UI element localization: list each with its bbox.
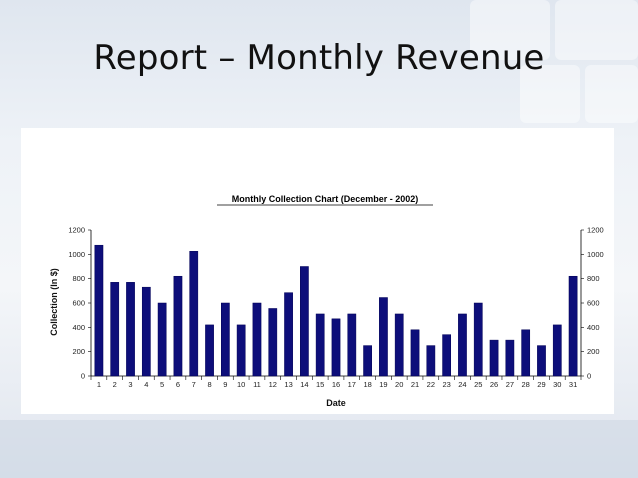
bar [205, 324, 214, 377]
bar [331, 318, 341, 377]
y-tick-label-right: 800 [587, 274, 600, 283]
x-tick-label: 14 [300, 380, 308, 389]
x-tick-label: 9 [223, 380, 227, 389]
y-axis-label: Collection (In $) [49, 268, 59, 336]
x-tick-label: 30 [553, 380, 561, 389]
bar [220, 302, 230, 377]
bar [410, 329, 420, 377]
bar [236, 324, 246, 377]
x-tick-label: 7 [192, 380, 196, 389]
x-tick-label: 5 [160, 380, 164, 389]
y-tick-label-left: 800 [72, 274, 85, 283]
background-tile [585, 65, 638, 123]
bar [537, 345, 546, 377]
x-axis-label: Date [326, 398, 346, 408]
bar [268, 308, 278, 377]
bar [521, 329, 531, 377]
x-tick-label: 3 [128, 380, 132, 389]
bar [94, 244, 104, 377]
bar [552, 324, 562, 377]
y-tick-label-right: 600 [587, 299, 600, 308]
background-tile [520, 65, 580, 123]
x-tick-label: 27 [506, 380, 514, 389]
x-tick-label: 18 [363, 380, 371, 389]
x-tick-label: 25 [474, 380, 482, 389]
chart-title: Monthly Collection Chart (December - 200… [232, 194, 419, 204]
x-tick-label: 29 [537, 380, 545, 389]
x-tick-label: 31 [569, 380, 577, 389]
x-tick-label: 4 [144, 380, 148, 389]
x-tick-label: 28 [522, 380, 530, 389]
bar [315, 313, 325, 377]
bar [442, 334, 452, 377]
bar [126, 282, 135, 377]
x-tick-label: 12 [269, 380, 277, 389]
x-tick-label: 8 [207, 380, 211, 389]
bar [568, 275, 578, 377]
bar [426, 345, 436, 377]
x-tick-label: 26 [490, 380, 498, 389]
bar [300, 266, 309, 377]
slide-title: Report – Monthly Revenue [93, 38, 545, 78]
y-tick-label-right: 200 [587, 347, 600, 356]
x-tick-label: 22 [427, 380, 435, 389]
bar-chart: Monthly Collection Chart (December - 200… [49, 194, 604, 408]
x-tick-label: 20 [395, 380, 403, 389]
x-tick-label: 10 [237, 380, 245, 389]
x-tick-label: 15 [316, 380, 324, 389]
x-tick-label: 6 [176, 380, 180, 389]
bar [284, 292, 293, 377]
y-tick-label-left: 1200 [68, 226, 85, 235]
bar [458, 313, 467, 377]
background-tile [555, 0, 638, 60]
x-tick-label: 1 [97, 380, 101, 389]
x-tick-label: 23 [442, 380, 450, 389]
x-tick-label: 13 [284, 380, 292, 389]
y-tick-label-right: 400 [587, 323, 600, 332]
bar [363, 345, 372, 377]
bar [252, 302, 262, 377]
chart-panel: Monthly Collection Chart (December - 200… [21, 128, 614, 414]
x-tick-label: 2 [113, 380, 117, 389]
bar [489, 339, 499, 377]
y-tick-label-left: 1000 [68, 250, 85, 259]
bar [379, 297, 388, 377]
x-tick-label: 24 [458, 380, 466, 389]
bar [394, 313, 404, 377]
y-tick-label-right: 1000 [587, 250, 604, 259]
bar [189, 251, 199, 377]
x-tick-label: 21 [411, 380, 419, 389]
y-tick-label-right: 1200 [587, 226, 604, 235]
bar [141, 286, 151, 377]
x-tick-label: 19 [379, 380, 387, 389]
bar [110, 282, 120, 377]
y-tick-label-left: 200 [72, 347, 85, 356]
bar [347, 313, 357, 377]
bar [173, 275, 183, 377]
bar [157, 302, 167, 377]
y-tick-label-right: 0 [587, 372, 591, 381]
background-tile [0, 420, 638, 478]
x-tick-label: 16 [332, 380, 340, 389]
bar [505, 339, 515, 377]
x-tick-label: 17 [348, 380, 356, 389]
x-tick-label: 11 [253, 380, 261, 389]
y-tick-label-left: 600 [72, 299, 85, 308]
y-tick-label-left: 400 [72, 323, 85, 332]
y-tick-label-left: 0 [81, 372, 85, 381]
bar [473, 302, 483, 377]
background-tile [470, 0, 550, 60]
